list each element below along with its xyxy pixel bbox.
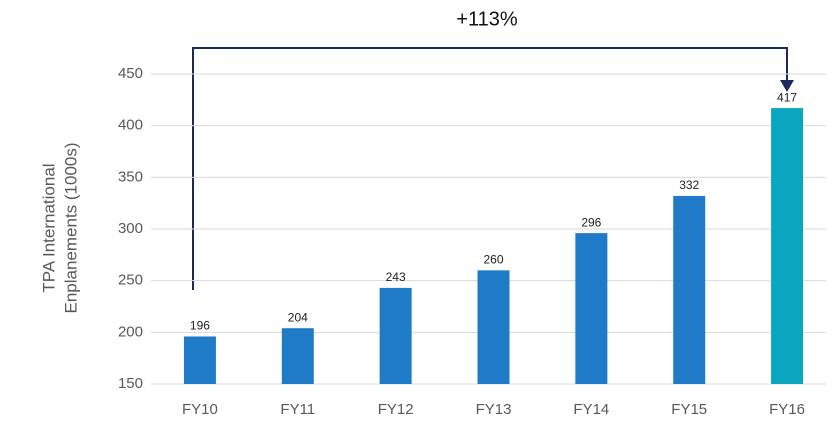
- growth-bracket: [192, 47, 788, 290]
- value-label: 260: [483, 253, 503, 267]
- y-tick-label: 450: [118, 65, 143, 82]
- bar: [771, 108, 804, 384]
- x-tick-label: FY10: [182, 401, 218, 418]
- x-tick-label: FY11: [280, 401, 315, 418]
- x-tick-label: FY16: [769, 401, 805, 418]
- value-label: 332: [679, 178, 699, 192]
- y-tick-label: 300: [118, 220, 143, 237]
- y-tick-label: 200: [118, 323, 143, 340]
- value-label: 296: [581, 215, 601, 229]
- bar: [183, 336, 216, 384]
- y-axis-label: TPA International Enplanements (1000s): [39, 142, 80, 313]
- bar: [575, 233, 608, 384]
- bar: [281, 328, 314, 384]
- y-tick-label: 350: [118, 168, 143, 185]
- value-label: 243: [386, 270, 406, 284]
- x-tick-label: FY12: [378, 401, 414, 418]
- bar: [477, 270, 510, 384]
- y-tick-label: 400: [118, 117, 143, 134]
- bar: [379, 287, 412, 384]
- value-label: 417: [777, 90, 797, 104]
- growth-arrow: [780, 80, 794, 92]
- value-label: 196: [190, 319, 210, 333]
- bar: [673, 195, 706, 384]
- x-tick-label: FY14: [573, 401, 609, 418]
- x-tick-label: FY15: [671, 401, 707, 418]
- x-tick-label: FY13: [476, 401, 512, 418]
- y-tick-label: 150: [118, 375, 143, 392]
- y-tick-label: 250: [118, 272, 143, 289]
- y-axis-label-line: Enplanements (1000s): [61, 142, 80, 313]
- growth-annotation: +113%: [456, 8, 518, 30]
- value-label: 204: [288, 310, 308, 324]
- y-axis-label-line: TPA International: [39, 163, 58, 292]
